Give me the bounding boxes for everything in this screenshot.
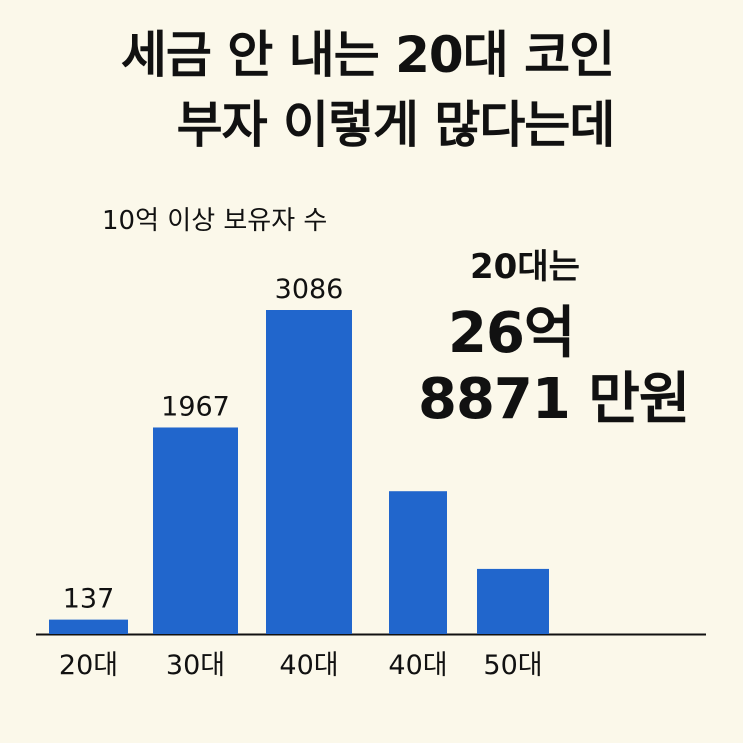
bar-3 [266, 310, 352, 634]
bar-5 [477, 568, 549, 634]
data-label-1: 137 [63, 584, 115, 615]
title-line-2: 부자 이렇게 많다는데 [176, 96, 616, 154]
title-line-1: 세금 안 내는 20대 코인 [120, 26, 615, 84]
callout-amount-billions: 26억 [448, 301, 575, 366]
category-label-1: 20대 [59, 650, 118, 681]
data-label-3: 3086 [275, 274, 344, 305]
category-label-5: 50대 [483, 650, 542, 681]
data-label-2: 1967 [161, 391, 230, 422]
bar-2 [153, 427, 238, 634]
callout-age-group: 20대는 [470, 247, 580, 287]
bar-4 [389, 491, 447, 634]
callout-amount-ten-thousands: 8871 만원 [418, 367, 690, 432]
category-label-3: 40대 [279, 650, 338, 681]
category-label-4: 40대 [388, 650, 447, 681]
category-label-2: 30대 [166, 650, 225, 681]
chart-title: 10억 이상 보유자 수 [102, 206, 328, 236]
bar-1 [49, 619, 128, 634]
